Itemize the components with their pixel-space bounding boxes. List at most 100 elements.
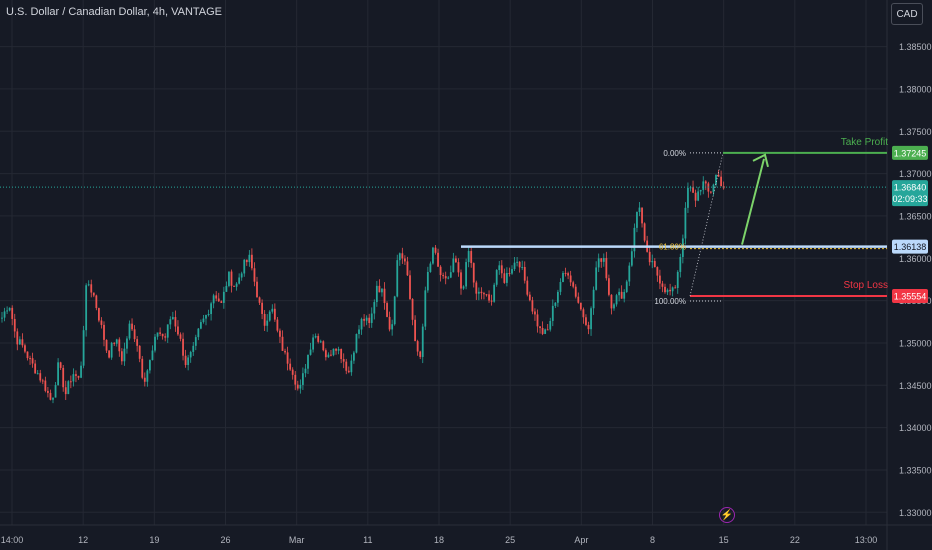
candle-body xyxy=(67,381,70,395)
fib-level-label: 100.00% xyxy=(654,297,686,306)
candle-body xyxy=(541,328,544,334)
candle-body xyxy=(317,336,320,342)
candle-body xyxy=(608,278,610,295)
x-tick-label: Mar xyxy=(289,535,305,545)
candle-body xyxy=(679,257,682,272)
candle-body xyxy=(710,191,712,193)
candle-body xyxy=(641,207,643,224)
candle-body xyxy=(243,259,246,274)
candle-body xyxy=(161,333,164,337)
candle-body xyxy=(171,317,174,320)
candle-body xyxy=(633,227,636,252)
candle-body xyxy=(164,336,167,338)
candle-body xyxy=(406,261,409,276)
candle-body xyxy=(620,291,623,299)
candle-body xyxy=(564,272,567,274)
candle-body xyxy=(228,271,230,286)
candle-body xyxy=(322,341,325,351)
candle-body xyxy=(268,311,271,321)
candle-body xyxy=(717,174,720,177)
candle-body xyxy=(194,337,197,346)
candle-body xyxy=(225,285,228,292)
candle-body xyxy=(120,351,123,362)
candle-body xyxy=(258,297,261,303)
x-tick-label: 13:00 xyxy=(855,535,878,545)
candle-body xyxy=(75,374,77,376)
candle-body xyxy=(416,341,419,352)
candle-body xyxy=(187,357,190,365)
candle-body xyxy=(393,296,396,325)
candle-body xyxy=(434,247,437,253)
candle-body xyxy=(595,267,598,290)
candle-body xyxy=(648,251,651,263)
candle-body xyxy=(143,377,146,382)
fib-level-label: 61.80% xyxy=(659,243,686,252)
candle-body xyxy=(689,187,692,189)
candle-body xyxy=(587,324,590,330)
candle-body xyxy=(409,275,411,299)
candle-body xyxy=(39,373,42,381)
candle-body xyxy=(444,276,447,279)
candle-body xyxy=(11,307,14,319)
y-tick-label: 1.33500 xyxy=(899,465,932,475)
candle-body xyxy=(460,272,462,289)
candle-body xyxy=(26,351,29,359)
candle-body xyxy=(625,281,628,293)
candle-body xyxy=(85,285,88,331)
candle-body xyxy=(664,286,666,293)
candle-body xyxy=(539,326,541,329)
y-tick-label: 1.37500 xyxy=(899,127,932,137)
candle-body xyxy=(358,329,360,335)
candle-body xyxy=(636,211,638,228)
candle-body xyxy=(421,326,424,357)
candle-body xyxy=(429,263,432,272)
candle-body xyxy=(3,311,6,318)
candle-body xyxy=(82,330,85,366)
candle-body xyxy=(108,350,110,358)
candle-body xyxy=(414,319,416,342)
currency-button[interactable]: CAD xyxy=(891,3,923,25)
candle-body xyxy=(72,374,75,382)
candle-body xyxy=(177,326,179,335)
candle-body xyxy=(557,291,559,303)
candle-body xyxy=(100,320,103,325)
candle-body xyxy=(490,300,493,302)
candle-body xyxy=(200,322,202,329)
candle-body xyxy=(276,319,279,331)
candle-body xyxy=(602,258,605,262)
countdown: 02:09:33 xyxy=(892,194,927,204)
candle-body xyxy=(6,310,8,312)
candle-body xyxy=(59,362,62,368)
candle-body xyxy=(386,303,388,317)
candle-body xyxy=(113,342,116,344)
candle-body xyxy=(54,385,57,398)
candle-body xyxy=(126,338,128,349)
candle-body xyxy=(419,351,422,357)
candle-body xyxy=(483,293,485,295)
candle-body xyxy=(123,348,126,362)
x-tick-label: 18 xyxy=(434,535,444,545)
candle-body xyxy=(569,275,572,283)
candle-body xyxy=(261,302,263,314)
y-tick-label: 1.34500 xyxy=(899,381,932,391)
candle-body xyxy=(52,397,54,400)
candle-body xyxy=(363,318,365,321)
candle-body xyxy=(296,384,299,389)
candle-body xyxy=(600,258,603,262)
candle-body xyxy=(34,363,37,374)
candle-body xyxy=(503,273,506,283)
candle-body xyxy=(299,384,302,389)
support-price-box xyxy=(892,239,928,254)
candle-body xyxy=(337,348,340,351)
candle-body xyxy=(437,252,439,267)
candle-body xyxy=(355,334,358,353)
candle-body xyxy=(281,336,284,351)
candle-body xyxy=(638,207,641,212)
flash-icon[interactable]: ⚡ xyxy=(719,507,735,523)
candle-body xyxy=(388,316,391,330)
candle-body xyxy=(131,323,133,330)
candle-body xyxy=(676,271,679,288)
candle-body xyxy=(551,305,554,321)
candle-body xyxy=(64,387,67,395)
